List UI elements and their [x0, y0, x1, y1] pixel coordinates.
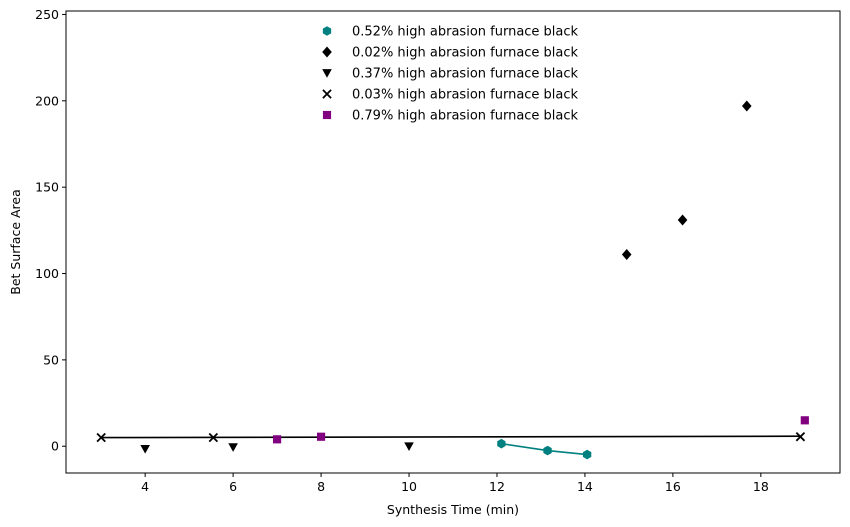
legend-label-1: 0.52% high abrasion furnace black	[352, 25, 579, 40]
legend-label-3: 0.37% high abrasion furnace black	[352, 67, 579, 82]
y-tick-label: 100	[35, 266, 59, 281]
legend-marker-5	[322, 110, 332, 120]
y-tick-label: 250	[35, 7, 59, 22]
legend: 0.52% high abrasion furnace black 0.02% h…	[322, 25, 579, 124]
x-tick-label: 6	[229, 479, 237, 494]
data-point-series-3	[404, 442, 414, 452]
data-point-series-4	[208, 432, 219, 443]
data-point-series-5	[800, 416, 809, 425]
x-axis-title: Synthesis Time (min)	[387, 502, 519, 517]
y-axis-title: Bet Surface Area	[8, 189, 23, 295]
legend-label-4: 0.03% high abrasion furnace black	[352, 88, 579, 103]
data-point-series-5	[316, 432, 326, 441]
x-tick-label: 18	[753, 479, 769, 494]
data-point-series-5	[273, 435, 282, 444]
x-tick-label: 4	[141, 479, 149, 494]
x-tick-label: 8	[317, 479, 325, 494]
legend-marker-3	[322, 69, 332, 78]
legend-marker-2	[322, 46, 332, 58]
legend-label-5: 0.79% high abrasion furnace black	[352, 109, 579, 124]
y-tick-label: 0	[51, 439, 59, 454]
data-point-series-4	[795, 432, 806, 442]
legend-marker-1	[322, 26, 332, 36]
data-point-series-2	[621, 249, 632, 261]
data-point-series-2	[677, 214, 688, 226]
data-point-series-1	[497, 438, 506, 449]
data-point-series-1	[543, 445, 552, 456]
legend-label-2: 0.02% high abrasion furnace black	[352, 46, 579, 61]
x-tick-label: 10	[401, 479, 417, 494]
x-tick-label: 14	[577, 479, 593, 494]
data-point-series-3	[140, 444, 150, 454]
data-point-series-3	[228, 443, 238, 452]
y-tick-label: 150	[35, 180, 59, 195]
y-tick-label: 50	[43, 352, 59, 367]
x-tick-label: 16	[665, 479, 681, 494]
plot-area-frame	[65, 10, 841, 474]
x-tick-label: 12	[489, 479, 505, 494]
data-point-series-2	[741, 100, 752, 112]
legend-marker-4	[322, 89, 332, 99]
data-point-series-4	[96, 432, 106, 443]
y-tick-label: 200	[35, 93, 59, 108]
data-point-series-1	[582, 449, 592, 460]
series-line-4	[101, 435, 801, 439]
